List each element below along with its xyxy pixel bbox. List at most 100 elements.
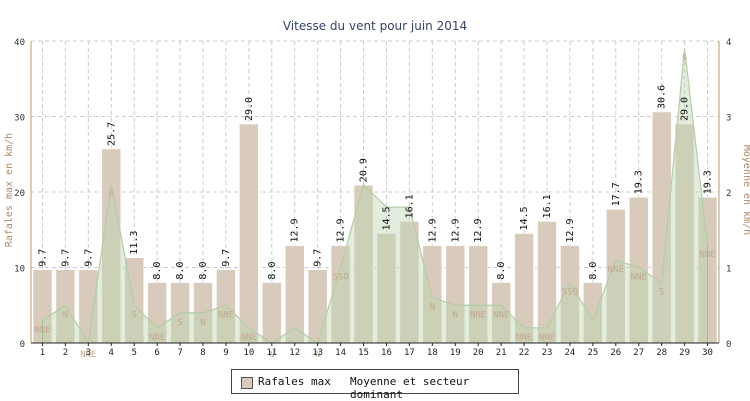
y-tick-label-right: 4 — [726, 38, 731, 48]
x-tick-label: 11 — [266, 348, 277, 358]
sector-label: NNE — [608, 265, 624, 275]
sector-label: N — [269, 350, 274, 360]
bar-value-labels: 9.7 9.7 9.7 25.7 11.3 8.0 8.0 8.0 9.7 29.0 8.0 12.9… — [37, 85, 713, 280]
bar-value-label: 12.9 — [473, 219, 484, 243]
x-tick-label: 16 — [381, 348, 392, 358]
bar-value-label: 9.7 — [221, 249, 232, 267]
bar-value-label: 20.9 — [359, 158, 370, 182]
sector-label: NNE — [631, 273, 647, 283]
x-tick-label: 2 — [63, 348, 68, 358]
sector-label: NNE — [539, 333, 555, 343]
sector-label: NNE — [241, 333, 257, 343]
bar-value-label: 19.3 — [634, 170, 645, 194]
bar-value-label: 29.0 — [680, 97, 691, 121]
bar-value-label: 8.0 — [152, 262, 163, 280]
bar — [262, 282, 282, 344]
x-tick-label: 4 — [109, 348, 114, 358]
x-tick-label: 26 — [610, 348, 621, 358]
x-tick-label: 25 — [587, 348, 598, 358]
bar-value-label: 25.7 — [106, 122, 117, 146]
bar-value-label: 12.9 — [427, 219, 438, 243]
y-tick-label-right: 2 — [726, 189, 731, 199]
mean-line — [42, 48, 709, 345]
sector-label: NNE — [34, 325, 50, 335]
x-tick-label: 5 — [131, 348, 136, 358]
sector-label: N — [63, 310, 68, 320]
sector-label: NNE — [470, 310, 486, 320]
x-tick-label: 10 — [243, 348, 254, 358]
y-tick-label-right: 3 — [726, 114, 731, 124]
x-tick-label: 8 — [200, 348, 205, 358]
sector-label: N — [200, 318, 205, 328]
y-tick-label-left: 20 — [14, 189, 25, 199]
y-tick-label-left: 0 — [20, 340, 25, 350]
bars — [32, 111, 718, 344]
legend: Rafales max Moyenne et secteur dominant — [231, 369, 519, 401]
legend-label-gusts: Rafales max — [258, 375, 331, 388]
y-tick-label-left: 40 — [14, 38, 25, 48]
bar-value-label: 14.5 — [519, 206, 530, 230]
x-tick-label: 29 — [679, 348, 690, 358]
bar-value-label: 16.1 — [404, 194, 415, 218]
sector-label: NNE — [218, 310, 234, 320]
x-tick-label: 30 — [702, 348, 713, 358]
sector-label: NNE — [149, 333, 165, 343]
sector-label: NNE — [80, 350, 96, 360]
x-tick-label: 20 — [473, 348, 484, 358]
y-tick-label-right: 1 — [726, 265, 731, 275]
mean-area — [41, 48, 709, 345]
sector-label: N — [315, 350, 320, 360]
bar-value-label: 14.5 — [381, 206, 392, 230]
y-axis-right-label: Moyenne en km/h — [741, 145, 750, 235]
sector-label: SSO — [562, 288, 578, 298]
bar-value-label: 16.1 — [542, 194, 553, 218]
bar — [239, 123, 259, 344]
bar-value-label: 17.7 — [611, 182, 622, 206]
x-tick-label: 28 — [656, 348, 667, 358]
grid — [31, 40, 719, 343]
sector-labels: NNE N NNE S S NNE S N NNE NNE N N SSO N N NNE NNE NNE NNE S… — [34, 54, 715, 360]
chart-title: Vitesse du vent pour juin 2014 — [283, 19, 467, 33]
sector-label: NNE — [516, 333, 532, 343]
legend-swatch-gusts — [241, 377, 253, 389]
x-tick-label: 9 — [223, 348, 228, 358]
y-tick-label-left: 30 — [14, 114, 25, 124]
bar-value-label: 9.7 — [60, 249, 71, 267]
x-tick-label: 7 — [177, 348, 182, 358]
bar-value-label: 30.6 — [657, 85, 668, 109]
bar-value-label: 8.0 — [175, 262, 186, 280]
sector-label: S — [177, 318, 182, 328]
bar-value-label: 12.9 — [565, 219, 576, 243]
x-tick-label: 3 — [86, 348, 91, 358]
x-tick-label: 13 — [312, 348, 323, 358]
y-axis-left-label: Rafales max en km/h — [4, 133, 15, 247]
y-tick-label-left: 10 — [14, 265, 25, 275]
x-tick-label: 27 — [633, 348, 644, 358]
sector-label: S — [659, 288, 664, 298]
sector-label: NNE — [493, 310, 509, 320]
bar-value-label: 9.7 — [313, 249, 324, 267]
sector-label: N — [453, 310, 458, 320]
bar-value-label: 12.9 — [450, 219, 461, 243]
bar-value-label: 29.0 — [244, 97, 255, 121]
bar-value-label: 8.0 — [588, 262, 599, 280]
bar-value-label: 9.7 — [37, 249, 48, 267]
sector-label: S — [109, 189, 114, 199]
bar-value-label: 8.0 — [267, 262, 278, 280]
y-tick-label-right: 0 — [726, 340, 731, 350]
sector-label: N — [430, 303, 435, 313]
sector-label: NNE — [699, 250, 715, 260]
sector-label: SSO — [332, 273, 348, 283]
x-tick-label: 6 — [154, 348, 159, 358]
bar-value-label: 11.3 — [129, 231, 140, 255]
sector-label: S — [682, 54, 687, 64]
x-tick-label: 19 — [450, 348, 461, 358]
bar-value-label: 8.0 — [198, 262, 209, 280]
x-tick-label: 22 — [519, 348, 530, 358]
bar-value-label: 19.3 — [703, 170, 714, 194]
bar-value-label: 12.9 — [290, 219, 301, 243]
x-tick-label: 18 — [427, 348, 438, 358]
x-tick-label: 15 — [358, 348, 369, 358]
